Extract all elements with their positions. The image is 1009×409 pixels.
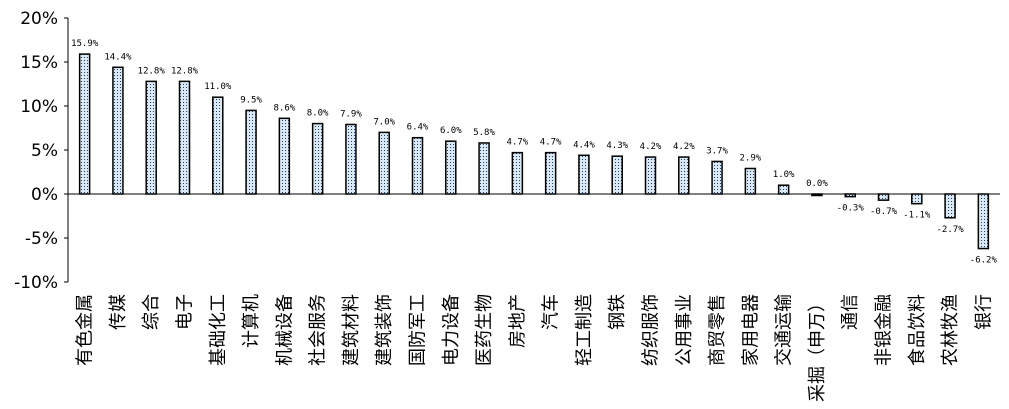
bar-非银金融	[877, 193, 890, 201]
category-label: 电力设备	[441, 294, 462, 366]
bar-社会服务	[311, 122, 324, 195]
y-tick-label: -5%	[25, 229, 58, 249]
chart-data-labels: 15.9% 14.4% 12.8% 12.8% 11.0% 9.5% 8.6% 8.0% 7.9…	[71, 39, 997, 265]
category-label: 有色金属	[75, 294, 96, 366]
y-tick-label: 20%	[20, 9, 58, 29]
data-label: -6.2%	[970, 256, 998, 266]
x-axis-category-labels: 有色金属 传媒 综合 电子 基础化工 计算机 机械设备 社会服务 建筑材料 建筑装饰 国防军工 电力设…	[75, 294, 995, 402]
category-label: 社会服务	[308, 294, 329, 366]
data-label: 12.8%	[138, 66, 166, 76]
category-label: 机械设备	[274, 294, 295, 366]
category-label: 农林牧渔	[940, 294, 961, 366]
data-label: 11.0%	[204, 82, 232, 92]
bar-农林牧渔	[944, 193, 956, 219]
category-label: 非银金融	[874, 294, 895, 366]
bar-轻工制造	[578, 154, 590, 195]
y-tick-label: 15%	[20, 53, 58, 73]
bar-有色金属	[78, 53, 91, 195]
bar-国防军工	[411, 136, 424, 195]
data-label: 5.8%	[473, 128, 495, 138]
category-label: 基础化工	[208, 294, 229, 366]
data-label: -1.1%	[903, 211, 931, 221]
bar-建筑装饰	[378, 131, 390, 195]
data-label: 15.9%	[71, 39, 99, 49]
data-label: 7.9%	[340, 109, 362, 119]
data-label: 1.0%	[773, 170, 795, 180]
category-label: 钢铁	[607, 294, 628, 330]
bar-基础化工	[212, 96, 224, 195]
category-label: 医药生物	[474, 294, 495, 366]
data-label: 8.0%	[307, 109, 329, 119]
category-label: 银行	[973, 294, 994, 330]
bar-综合	[145, 80, 157, 195]
data-label: -0.7%	[870, 207, 898, 217]
y-tick-label: 5%	[31, 141, 58, 161]
bar-电子	[178, 80, 191, 195]
data-label: 4.2%	[673, 142, 695, 152]
bar-银行	[977, 193, 990, 250]
y-axis-tick-labels: -10% -5% 0% 5% 10% 15% 20%	[14, 9, 58, 293]
data-label: 0.0%	[806, 179, 828, 189]
category-label: 食品饮料	[907, 294, 928, 366]
category-label: 建筑材料	[341, 294, 362, 366]
bar-纺织服饰	[644, 156, 657, 195]
bar-建筑材料	[345, 123, 357, 195]
bar-公用事业	[678, 156, 690, 195]
data-label: -2.7%	[937, 225, 965, 235]
data-label: 8.6%	[274, 103, 296, 113]
data-label: 7.0%	[373, 117, 395, 127]
data-label: -0.3%	[837, 204, 865, 214]
bar-交通运输	[777, 184, 790, 195]
data-label: 6.4%	[407, 123, 429, 133]
bar-电力设备	[445, 140, 457, 195]
category-label: 轻工制造	[574, 294, 595, 366]
bar-房地产	[511, 151, 524, 195]
bar-汽车	[544, 151, 557, 195]
category-label: 房地产	[507, 294, 528, 348]
data-label: 14.4%	[104, 52, 132, 62]
bar-钢铁	[611, 155, 623, 195]
data-label: 6.0%	[440, 126, 462, 136]
bar-医药生物	[478, 142, 490, 195]
bar-通信	[844, 193, 856, 198]
chart-bars	[78, 53, 990, 250]
category-label: 计算机	[241, 294, 262, 348]
category-label: 建筑装饰	[374, 294, 395, 366]
bar-传媒	[112, 66, 124, 195]
bar-机械设备	[278, 117, 291, 195]
category-label: 通信	[840, 294, 861, 330]
data-label: 4.7%	[507, 138, 529, 148]
category-label: 国防军工	[408, 294, 429, 366]
data-label: 2.9%	[740, 153, 762, 163]
data-label: 12.8%	[171, 66, 199, 76]
data-label: 4.3%	[606, 141, 628, 151]
bar-食品饮料	[911, 193, 923, 205]
category-label: 传媒	[108, 294, 129, 330]
data-label: 4.4%	[573, 140, 595, 150]
bar-商贸零售	[711, 160, 723, 195]
category-label: 交通运输	[774, 294, 795, 366]
category-label: 汽车	[541, 294, 562, 330]
bar-计算机	[245, 109, 257, 195]
category-label: 家用电器	[740, 294, 761, 366]
bar-采掘（申万）	[811, 193, 823, 197]
y-tick-label: 10%	[20, 97, 58, 117]
category-label: 纺织服饰	[641, 294, 662, 366]
category-label: 电子	[175, 294, 196, 330]
data-label: 9.5%	[240, 95, 262, 105]
y-tick-label: 0%	[31, 185, 58, 205]
category-label: 公用事业	[674, 294, 695, 366]
bar-家用电器	[744, 167, 757, 195]
data-label: 3.7%	[706, 146, 728, 156]
data-label: 4.7%	[540, 138, 562, 148]
chart-axes	[64, 17, 1000, 283]
data-label: 4.2%	[640, 142, 662, 152]
category-label: 采掘（申万）	[807, 294, 828, 402]
category-label: 商贸零售	[707, 294, 728, 366]
category-label: 综合	[141, 294, 162, 330]
y-tick-label: -10%	[14, 273, 58, 293]
